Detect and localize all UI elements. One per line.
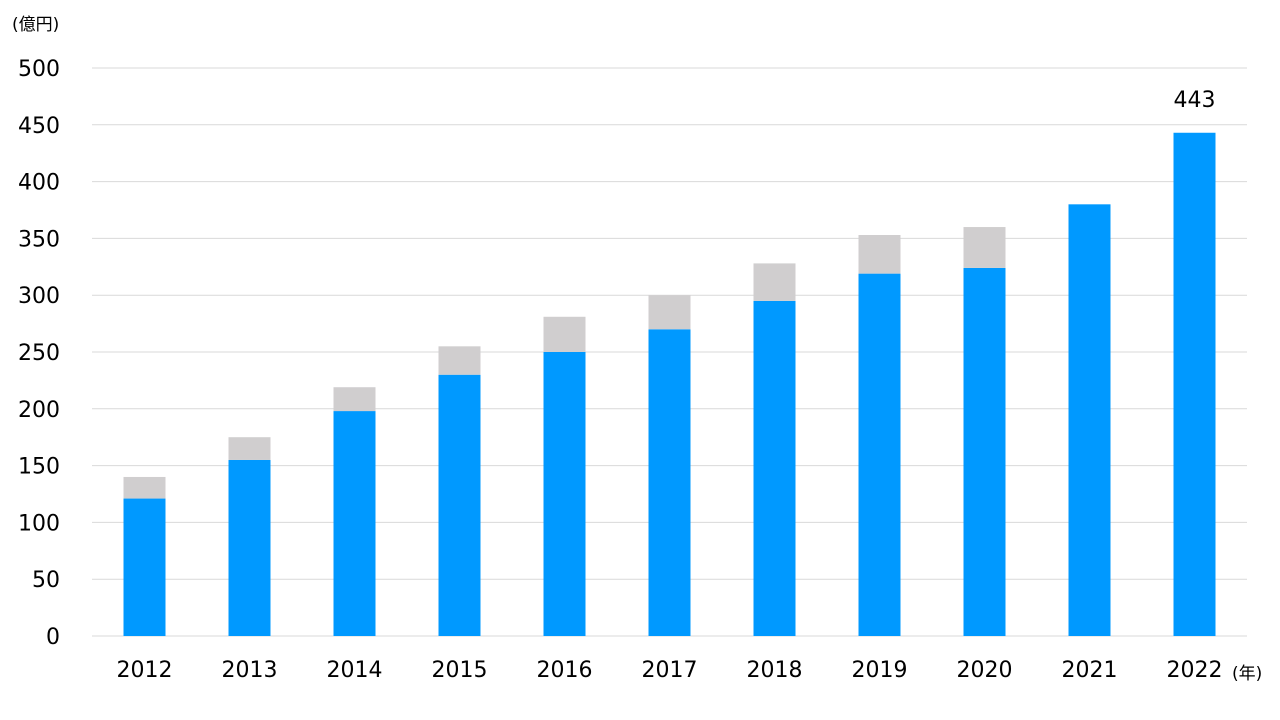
bar-segment-2: [753, 263, 796, 301]
y-tick-label: 350: [18, 227, 60, 252]
bar-segment-1: [543, 352, 586, 636]
y-tick-label: 400: [18, 171, 60, 196]
x-tick-label: 2013: [222, 658, 278, 683]
bar-segment-2: [963, 227, 1006, 268]
bar-segment-2: [648, 295, 691, 330]
bar-segment-2: [438, 346, 481, 375]
x-tick-label: 2020: [957, 658, 1013, 683]
bar-segment-1: [1173, 132, 1216, 636]
x-tick-label: 2021: [1062, 658, 1118, 683]
bar-segment-2: [228, 437, 271, 460]
x-tick-label: 2015: [432, 658, 488, 683]
bar-segment-1: [438, 374, 481, 636]
y-tick-label: 250: [18, 341, 60, 366]
y-tick-label: 50: [32, 568, 60, 593]
bar-segment-1: [228, 459, 271, 636]
x-tick-label: 2014: [327, 658, 383, 683]
bars: [123, 132, 1216, 636]
y-tick-label: 0: [46, 625, 60, 650]
axis-labels: 0 50 100 150 200 250 300 350 400 450 500 2012 2013 20…: [18, 57, 1223, 683]
data-label: 443: [1174, 88, 1216, 113]
y-tick-label: 200: [18, 398, 60, 423]
y-tick-label: 500: [18, 57, 60, 82]
y-tick-label: 150: [18, 455, 60, 480]
y-tick-label: 450: [18, 114, 60, 139]
x-axis-unit-label: (年): [1232, 664, 1263, 684]
bar-segment-1: [123, 498, 166, 636]
y-tick-label: 100: [18, 511, 60, 536]
x-tick-label: 2017: [642, 658, 698, 683]
bar-segment-2: [123, 476, 166, 499]
bar-segment-1: [753, 300, 796, 636]
y-axis-unit-label: (億円): [12, 15, 60, 35]
bar-segment-1: [963, 267, 1006, 636]
bar-segment-1: [648, 329, 691, 636]
bar-segment-1: [858, 273, 901, 636]
y-tick-label: 300: [18, 284, 60, 309]
x-tick-label: 2019: [852, 658, 908, 683]
x-tick-label: 2018: [747, 658, 803, 683]
x-tick-label: 2016: [537, 658, 593, 683]
gridlines: [92, 67, 1247, 637]
x-tick-label: 2022: [1167, 658, 1223, 683]
bar-segment-1: [333, 411, 376, 636]
bar-segment-2: [858, 234, 901, 274]
x-tick-label: 2012: [117, 658, 173, 683]
bar-segment-1: [1068, 204, 1111, 636]
bar-segment-2: [333, 387, 376, 412]
bar-segment-2: [543, 316, 586, 352]
